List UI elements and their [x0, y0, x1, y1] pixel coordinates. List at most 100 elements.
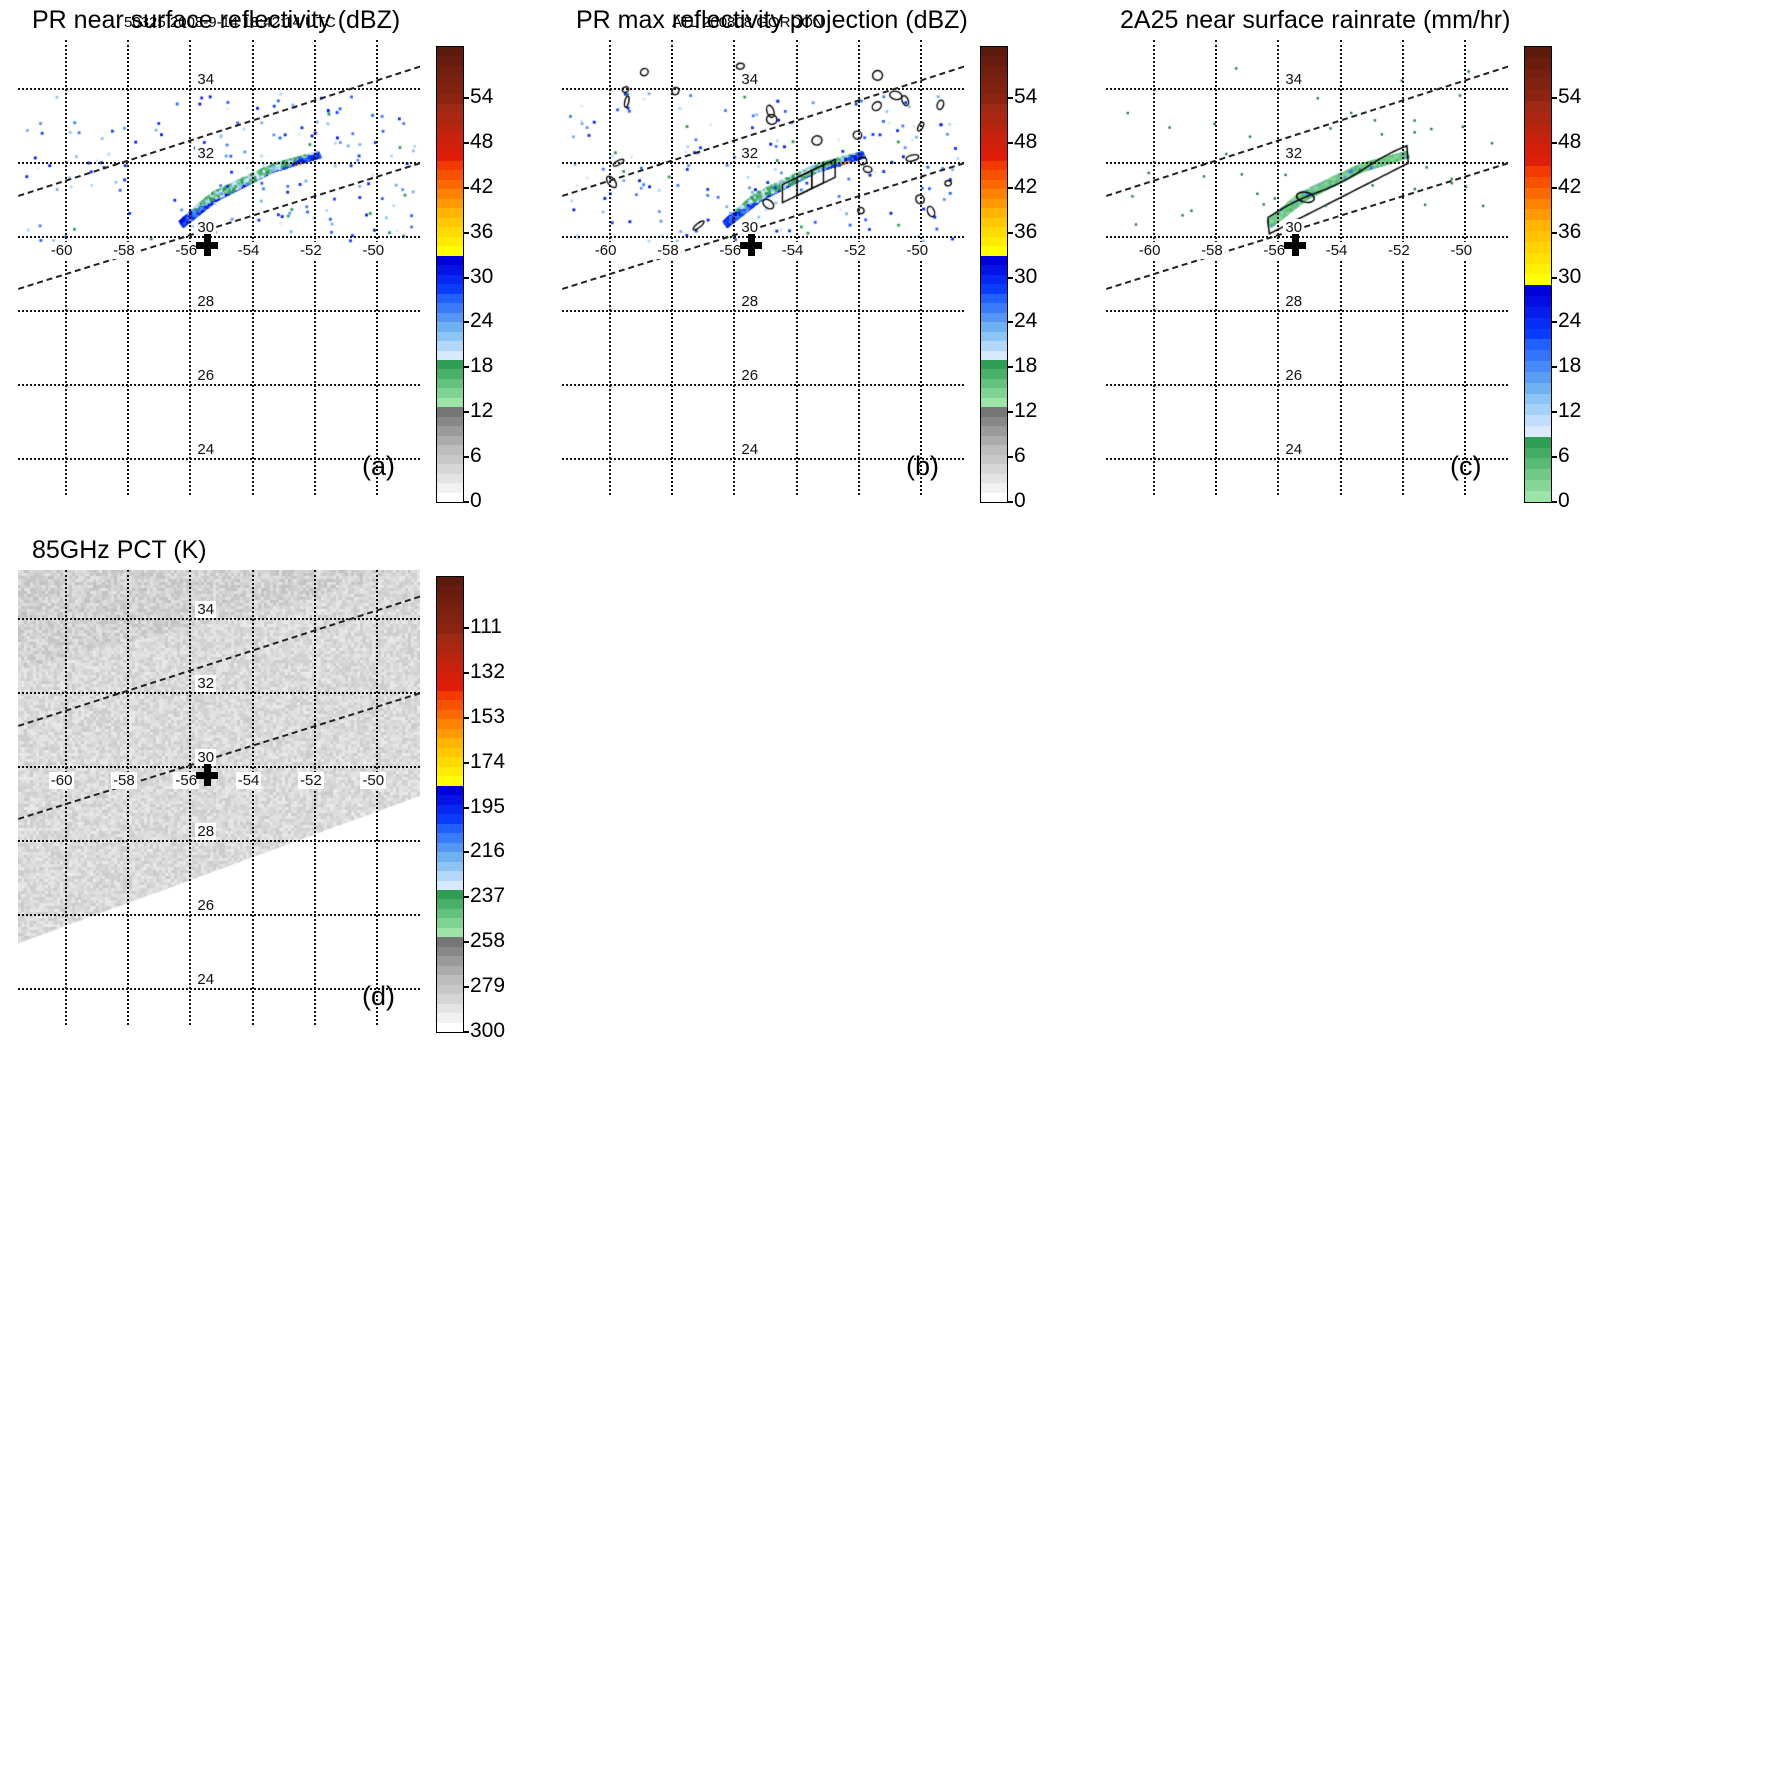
colorbar-tick-b-2: 42	[1007, 175, 1037, 199]
gridline-lat-30	[18, 766, 420, 769]
colorbar-swatch-c-37	[1525, 447, 1551, 459]
colorbar-swatch-b-30	[981, 331, 1007, 342]
gridline-lon--50	[376, 570, 379, 1025]
colorbar-tick-label-a-5: 24	[470, 309, 494, 333]
colorbar-swatch-b-20	[981, 236, 1007, 247]
gridline-lon--54	[251, 570, 254, 1025]
colorbar-d	[436, 576, 464, 1033]
colorbar-tick-label-d-0: 111	[470, 615, 502, 639]
colorbar-swatch-b-3	[981, 75, 1007, 85]
colorbar-swatch-a-11	[437, 151, 463, 161]
colorbar-swatch-b-31	[981, 341, 1007, 351]
colorbar-swatch-d-31	[437, 871, 463, 881]
gridline-lon--52	[314, 40, 317, 495]
figure-header-center: ATL 200808 GORDON	[672, 14, 824, 31]
colorbar-swatch-d-35	[437, 908, 463, 919]
colorbar-tick-label-a-6: 18	[470, 354, 494, 378]
colorbar-swatch-d-44	[437, 994, 463, 1004]
colorbar-swatch-d-41	[437, 965, 463, 976]
panel-label-d: (d)	[362, 981, 395, 1011]
colorbar-tick-b-1: 48	[1007, 130, 1037, 154]
colorbar-swatch-b-42	[981, 445, 1007, 455]
colorbar-tick-d-5: 216	[463, 839, 505, 863]
gridline-lat-34	[1106, 88, 1508, 91]
colorbar-tick-label-b-8: 6	[1014, 443, 1026, 467]
gridline-lat-26	[562, 384, 964, 387]
colorbar-swatch-a-32	[437, 350, 463, 360]
colorbar-tick-d-9: 300	[463, 1019, 505, 1043]
colorbar-swatch-a-34	[437, 369, 463, 379]
colorbar-tick-a-9: 0	[463, 489, 482, 513]
colorbar-swatch-a-15	[437, 189, 463, 199]
colorbar-swatch-c-24	[1525, 306, 1551, 318]
colorbar-tick-d-6: 237	[463, 884, 506, 908]
colorbar-swatch-a-8	[437, 122, 463, 133]
colorbar-tick-c-0: 54	[1551, 85, 1581, 109]
lon-label-54: -54	[1323, 242, 1350, 260]
lat-label-32: 32	[1283, 145, 1305, 163]
colorbar-tick-label-b-5: 24	[1014, 309, 1038, 333]
lat-label-30: 30	[195, 749, 217, 767]
gridline-lon--52	[314, 570, 317, 1025]
colorbar-swatch-c-31	[1525, 382, 1551, 394]
gridline-lat-28	[18, 310, 420, 313]
colorbar-swatch-c-6	[1525, 111, 1551, 123]
gridline-lat-34	[18, 618, 420, 621]
gridline-lon--56	[189, 40, 192, 495]
colorbar-swatch-a-33	[437, 359, 463, 370]
colorbar-tick-label-c-4: 30	[1558, 264, 1582, 288]
colorbar-swatch-a-19	[437, 227, 463, 237]
gridline-lon--58	[1215, 40, 1218, 495]
colorbar-tick-label-d-6: 237	[470, 884, 506, 908]
colorbar-swatch-a-26	[437, 293, 463, 304]
gridline-lon--58	[127, 40, 130, 495]
colorbar-swatch-c-20	[1525, 263, 1551, 275]
gridline-lon--60	[64, 40, 67, 495]
colorbar-swatch-a-23	[437, 265, 463, 275]
colorbar-swatch-c-16	[1525, 220, 1551, 232]
colorbar-tick-a-0: 54	[463, 85, 493, 109]
colorbar-swatch-d-32	[437, 880, 463, 890]
colorbar-swatch-b-14	[981, 179, 1007, 190]
lat-label-30: 30	[1283, 219, 1305, 237]
colorbar-swatch-a-12	[437, 160, 463, 171]
colorbar-swatch-b-33	[981, 359, 1007, 370]
colorbar-swatch-a-20	[437, 236, 463, 247]
colorbar-tick-b-3: 36	[1007, 219, 1038, 244]
panel-title-c: 2A25 near surface rainrate (mm/hr)	[1120, 6, 1511, 34]
colorbar-swatch-c-8	[1525, 133, 1551, 145]
colorbar-swatch-a-28	[437, 312, 463, 323]
colorbar-swatch-a-27	[437, 303, 463, 313]
colorbar-ticks-a: 54 48 42 36 30 24 18 12 6 0	[463, 46, 560, 512]
colorbar-swatch-d-40	[437, 956, 463, 966]
lon-label-60: -60	[592, 242, 619, 260]
colorbar-tick-label-b-0: 54	[1014, 85, 1038, 109]
lat-label-34: 34	[1283, 71, 1305, 89]
colorbar-tick-label-b-3: 36	[1014, 219, 1038, 243]
figure-header-left: 50325 2008-9-14 18:42:14 UTC	[124, 14, 336, 31]
colorbar-swatch-d-10	[437, 671, 463, 682]
lat-label-28: 28	[195, 293, 217, 311]
colorbar-swatch-c-25	[1525, 317, 1551, 329]
colorbar-tick-label-a-2: 42	[470, 174, 494, 198]
lat-label-34: 34	[739, 71, 761, 89]
lon-label-58: -58	[1199, 242, 1225, 260]
colorbar-swatch-c-32	[1525, 393, 1551, 405]
gridline-lat-32	[1106, 162, 1508, 165]
colorbar-swatch-d-30	[437, 861, 463, 872]
gridline-lat-30	[18, 236, 420, 239]
gridline-lat-32	[562, 162, 964, 165]
colorbar-swatch-c-21	[1525, 274, 1551, 286]
colorbar-swatch-d-12	[437, 690, 463, 701]
colorbar-swatch-b-38	[981, 407, 1007, 417]
colorbar-swatch-a-29	[437, 322, 463, 332]
colorbar-swatch-b-34	[981, 369, 1007, 379]
gridline-lon--60	[64, 570, 67, 1025]
colorbar-swatch-b-15	[981, 189, 1007, 199]
colorbar-swatch-b-35	[981, 378, 1007, 389]
colorbar-tick-label-b-4: 30	[1014, 264, 1038, 288]
lat-label-32: 32	[739, 145, 761, 163]
colorbar-swatch-d-21	[437, 776, 463, 786]
colorbar-swatch-d-14	[437, 709, 463, 720]
